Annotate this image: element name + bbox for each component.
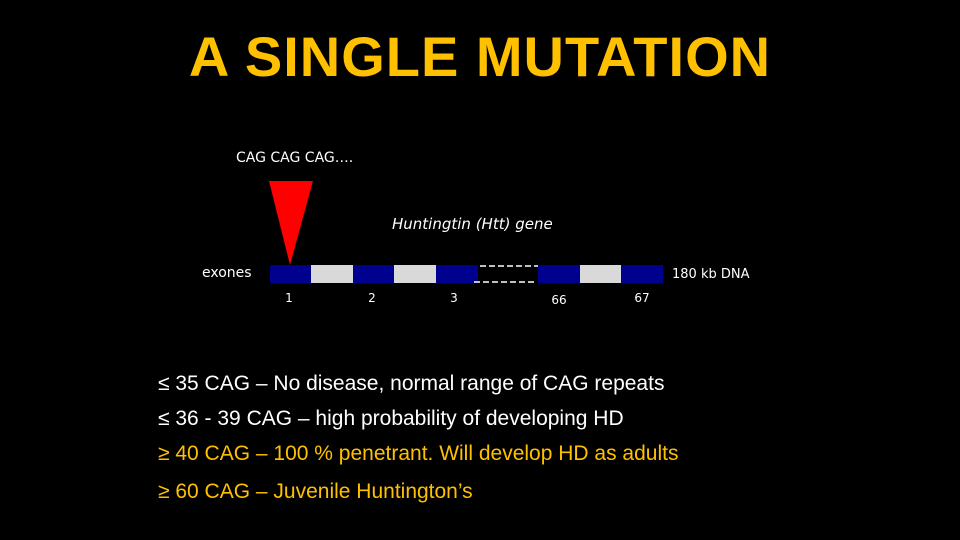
mutation-marker-icon — [269, 181, 313, 265]
exon-67 — [621, 265, 663, 283]
bullet-intermediate: ≤ 36 - 39 CAG – high probability of deve… — [158, 407, 624, 430]
cag-ranges-list: ≤ 35 CAG – No disease, normal range of C… — [158, 366, 678, 509]
cag-repeat-label: CAG CAG CAG…. — [236, 150, 354, 166]
exon-66 — [538, 265, 580, 283]
exon-3 — [436, 265, 478, 283]
gap-dashes — [474, 265, 538, 283]
intron — [394, 265, 436, 283]
exon-number: 3 — [450, 291, 458, 305]
exon-number: 1 — [285, 291, 293, 305]
exon-1 — [270, 265, 311, 283]
intron — [580, 265, 621, 283]
dna-size-label: 180 kb DNA — [672, 267, 750, 282]
bullet-juvenile: ≥ 60 CAG – Juvenile Huntington’s — [158, 480, 473, 503]
exon-number: 67 — [634, 291, 650, 305]
gene-label: Huntingtin (Htt) gene — [392, 215, 553, 233]
intron — [311, 265, 353, 283]
slide-title: A SINGLE MUTATION — [188, 25, 772, 88]
exons-label: exones — [202, 265, 252, 281]
exon-number: 2 — [368, 291, 376, 305]
bullet-normal: ≤ 35 CAG – No disease, normal range of C… — [158, 372, 665, 395]
exon-number: 66 — [551, 293, 567, 307]
exon-2 — [353, 265, 394, 283]
bullet-penetrant: ≥ 40 CAG – 100 % penetrant. Will develop… — [158, 442, 679, 465]
